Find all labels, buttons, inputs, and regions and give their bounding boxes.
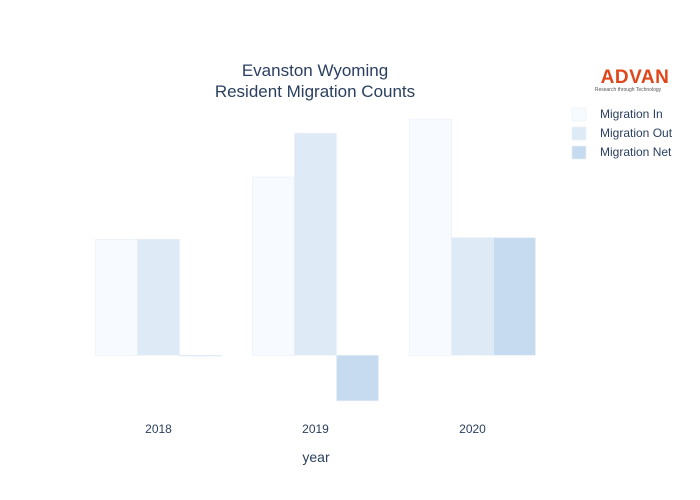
legend-label: Migration Out	[600, 126, 673, 140]
legend-item-migration-out[interactable]: Migration Out	[571, 126, 673, 141]
x-axis-title: year	[302, 449, 330, 465]
legend[interactable]: Migration In Migration Out Migration Net	[571, 107, 673, 160]
legend-label: Migration In	[600, 107, 663, 121]
bar-migration-net-2018[interactable]	[179, 354, 222, 357]
bar-migration-net-2019[interactable]	[336, 354, 379, 402]
bar-migration-in-2019[interactable]	[252, 176, 295, 356]
x-tick-label: 2018	[145, 422, 172, 436]
logo-wordmark: ADVAN	[601, 67, 670, 88]
bar-migration-out-2018[interactable]	[137, 238, 180, 356]
chart-title-line2: Resident Migration Counts	[215, 82, 415, 101]
chart-title: Evanston Wyoming Resident Migration Coun…	[215, 61, 415, 101]
legend-item-migration-net[interactable]: Migration Net	[571, 145, 672, 160]
bar-migration-out-2019[interactable]	[294, 132, 337, 356]
logo-tagline: Research through Technology	[595, 87, 662, 93]
x-axis-ticks: 2018 2019 2020	[145, 422, 486, 436]
chart-title-line1: Evanston Wyoming	[242, 61, 388, 80]
bar-migration-out-2020[interactable]	[451, 237, 494, 356]
advan-logo: ADVAN Research through Technology	[595, 67, 670, 93]
legend-label: Migration Net	[600, 145, 672, 159]
plot-area	[95, 118, 536, 402]
x-tick-label: 2020	[459, 422, 486, 436]
legend-swatch	[571, 145, 587, 160]
bar-migration-net-2020[interactable]	[493, 237, 536, 356]
bar-migration-in-2020[interactable]	[409, 118, 452, 356]
legend-swatch	[571, 107, 587, 122]
x-tick-label: 2019	[302, 422, 329, 436]
bar-migration-in-2018[interactable]	[95, 238, 138, 356]
legend-swatch	[571, 126, 587, 141]
legend-item-migration-in[interactable]: Migration In	[571, 107, 663, 122]
